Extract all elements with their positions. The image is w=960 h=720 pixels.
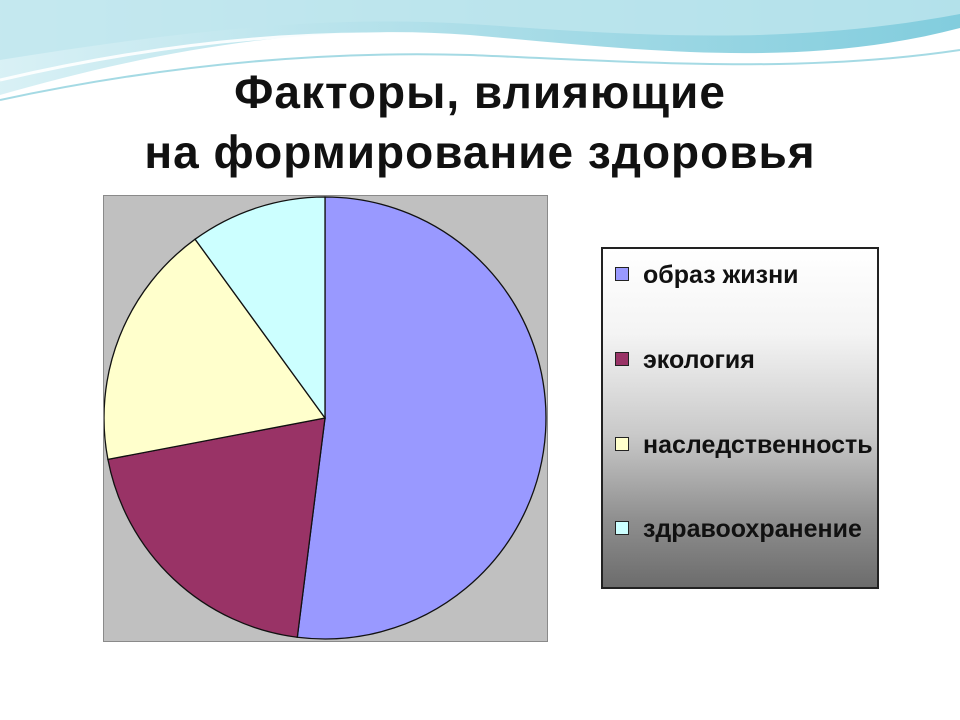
chart-title: Факторы, влияющие на формирование здоров…: [20, 62, 940, 182]
plot-area: [103, 195, 548, 642]
legend-swatch: [615, 267, 629, 281]
legend-label: экология: [643, 346, 755, 374]
pie-slice-ecology: [107, 417, 326, 638]
title-line-1: Факторы, влияющие: [234, 66, 726, 118]
pie-chart: [104, 196, 547, 640]
pie-slice-healthcare: [194, 196, 326, 421]
legend-label: наследственность: [643, 431, 873, 459]
title-line-2: на формирование здоровья: [144, 126, 816, 178]
pie-slice-lifestyle: [296, 196, 547, 640]
legend: образ жизни экология наследственность зд…: [601, 247, 879, 589]
legend-label: здравоохранение: [643, 515, 862, 543]
legend-swatch: [615, 352, 629, 366]
pie-slice-heredity: [104, 238, 327, 461]
legend-swatch: [615, 521, 629, 535]
legend-label: образ жизни: [643, 261, 799, 289]
legend-swatch: [615, 437, 629, 451]
